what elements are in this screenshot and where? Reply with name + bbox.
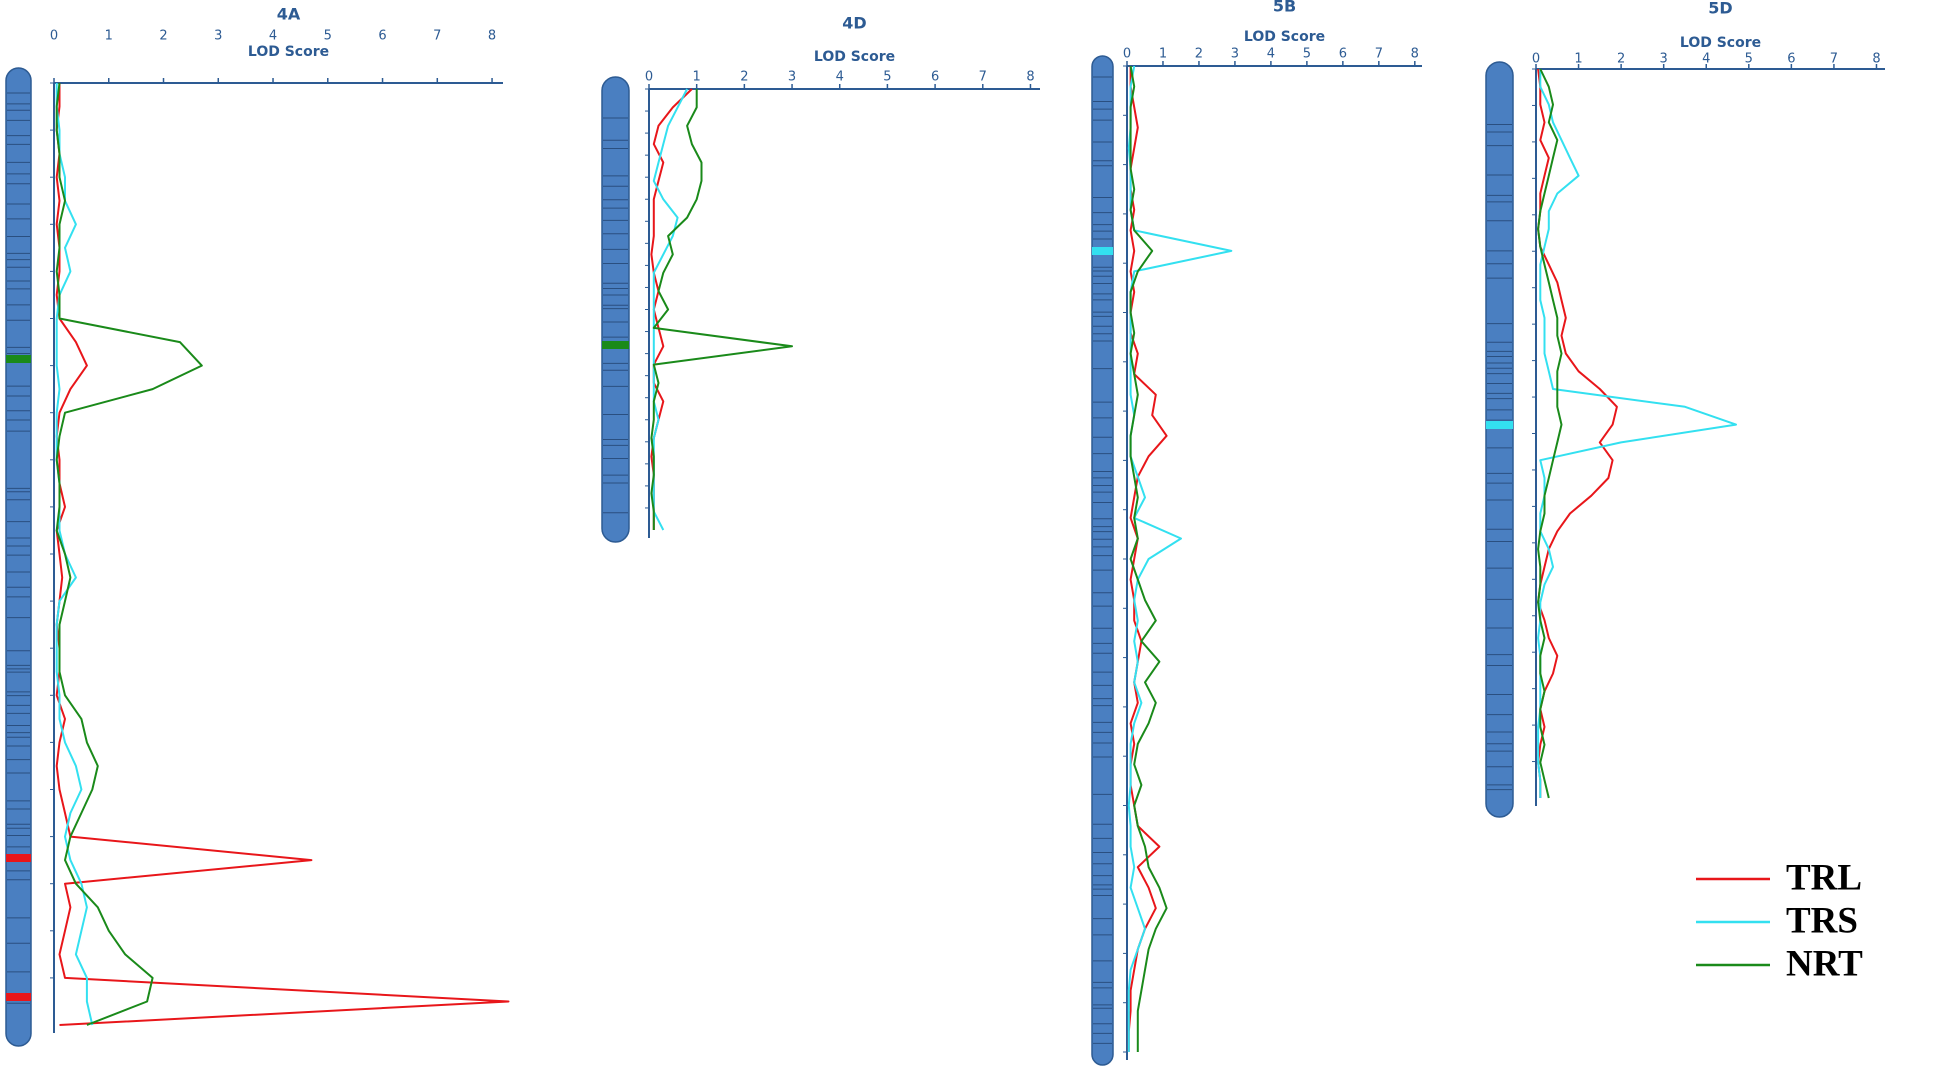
qtl-marker [6, 993, 31, 1001]
lod-line [1129, 65, 1168, 1052]
panel-title: 5B [1273, 0, 1296, 16]
x-tick-label: 0 [1123, 47, 1131, 62]
x-tick-label: 1 [1574, 52, 1582, 67]
x-tick-label: 3 [788, 70, 796, 85]
lod-line [55, 83, 510, 1026]
x-tick-label: 3 [214, 29, 222, 44]
x-tick-label: 4 [836, 70, 844, 85]
x-tick-label: 7 [433, 29, 441, 44]
x-tick-label: 0 [1532, 52, 1540, 67]
lod-line [650, 88, 693, 530]
panel-title: 5D [1708, 0, 1732, 18]
lod-line [1127, 66, 1168, 1052]
qtl-marker [1092, 247, 1113, 255]
x-tick-label: 0 [50, 29, 58, 44]
x-tick-label: 2 [740, 70, 748, 85]
x-tick-label: 8 [1872, 52, 1880, 67]
x-tick-label: 0 [645, 70, 653, 85]
x-tick-label: 6 [1339, 47, 1347, 62]
lod-line [1127, 65, 1233, 1052]
x-tick-label: 6 [1787, 52, 1795, 67]
x-tick-label: 2 [1195, 47, 1203, 62]
x-tick-label: 1 [1159, 47, 1167, 62]
x-tick-label: 6 [931, 70, 939, 85]
lod-line [1537, 69, 1737, 798]
x-tick-label: 2 [1617, 52, 1625, 67]
lod-line [1537, 68, 1563, 799]
legend-label: NRT [1786, 943, 1863, 984]
qtl-marker [6, 355, 31, 363]
x-tick-label: 1 [105, 29, 113, 44]
chromosome [1091, 55, 1114, 1066]
chromosome [5, 67, 32, 1047]
lod-line [55, 82, 203, 1026]
x-tick-label: 5 [883, 70, 891, 85]
x-tick-label: 2 [159, 29, 167, 44]
x-axis-label: LOD Score [814, 49, 895, 65]
panel-title: 4A [277, 5, 301, 24]
x-tick-label: 4 [269, 29, 277, 44]
x-tick-label: 8 [1026, 70, 1034, 85]
legend-label: TRL [1786, 857, 1862, 898]
x-tick-label: 4 [1267, 47, 1275, 62]
x-axis-label: LOD Score [248, 44, 329, 60]
x-tick-label: 5 [324, 29, 332, 44]
lod-line [650, 89, 793, 530]
x-axis-label: LOD Score [1680, 35, 1761, 51]
x-tick-label: 5 [1745, 52, 1753, 67]
qtl-marker [6, 854, 31, 862]
x-tick-label: 8 [1411, 47, 1419, 62]
x-tick-label: 7 [979, 70, 987, 85]
x-axis-label: LOD Score [1244, 29, 1325, 45]
x-tick-label: 6 [378, 29, 386, 44]
x-tick-label: 3 [1231, 47, 1239, 62]
chromosome [601, 76, 630, 543]
x-tick-label: 7 [1375, 47, 1383, 62]
qtl-marker [1486, 421, 1513, 429]
legend-label: TRS [1786, 900, 1858, 941]
panel-title: 4D [842, 14, 866, 33]
lod-line [1537, 68, 1618, 798]
x-tick-label: 4 [1702, 52, 1710, 67]
x-tick-label: 5 [1303, 47, 1311, 62]
x-tick-label: 1 [693, 70, 701, 85]
x-tick-label: 7 [1830, 52, 1838, 67]
x-tick-label: 8 [488, 29, 496, 44]
qtl-marker [602, 341, 629, 349]
x-tick-label: 3 [1660, 52, 1668, 67]
